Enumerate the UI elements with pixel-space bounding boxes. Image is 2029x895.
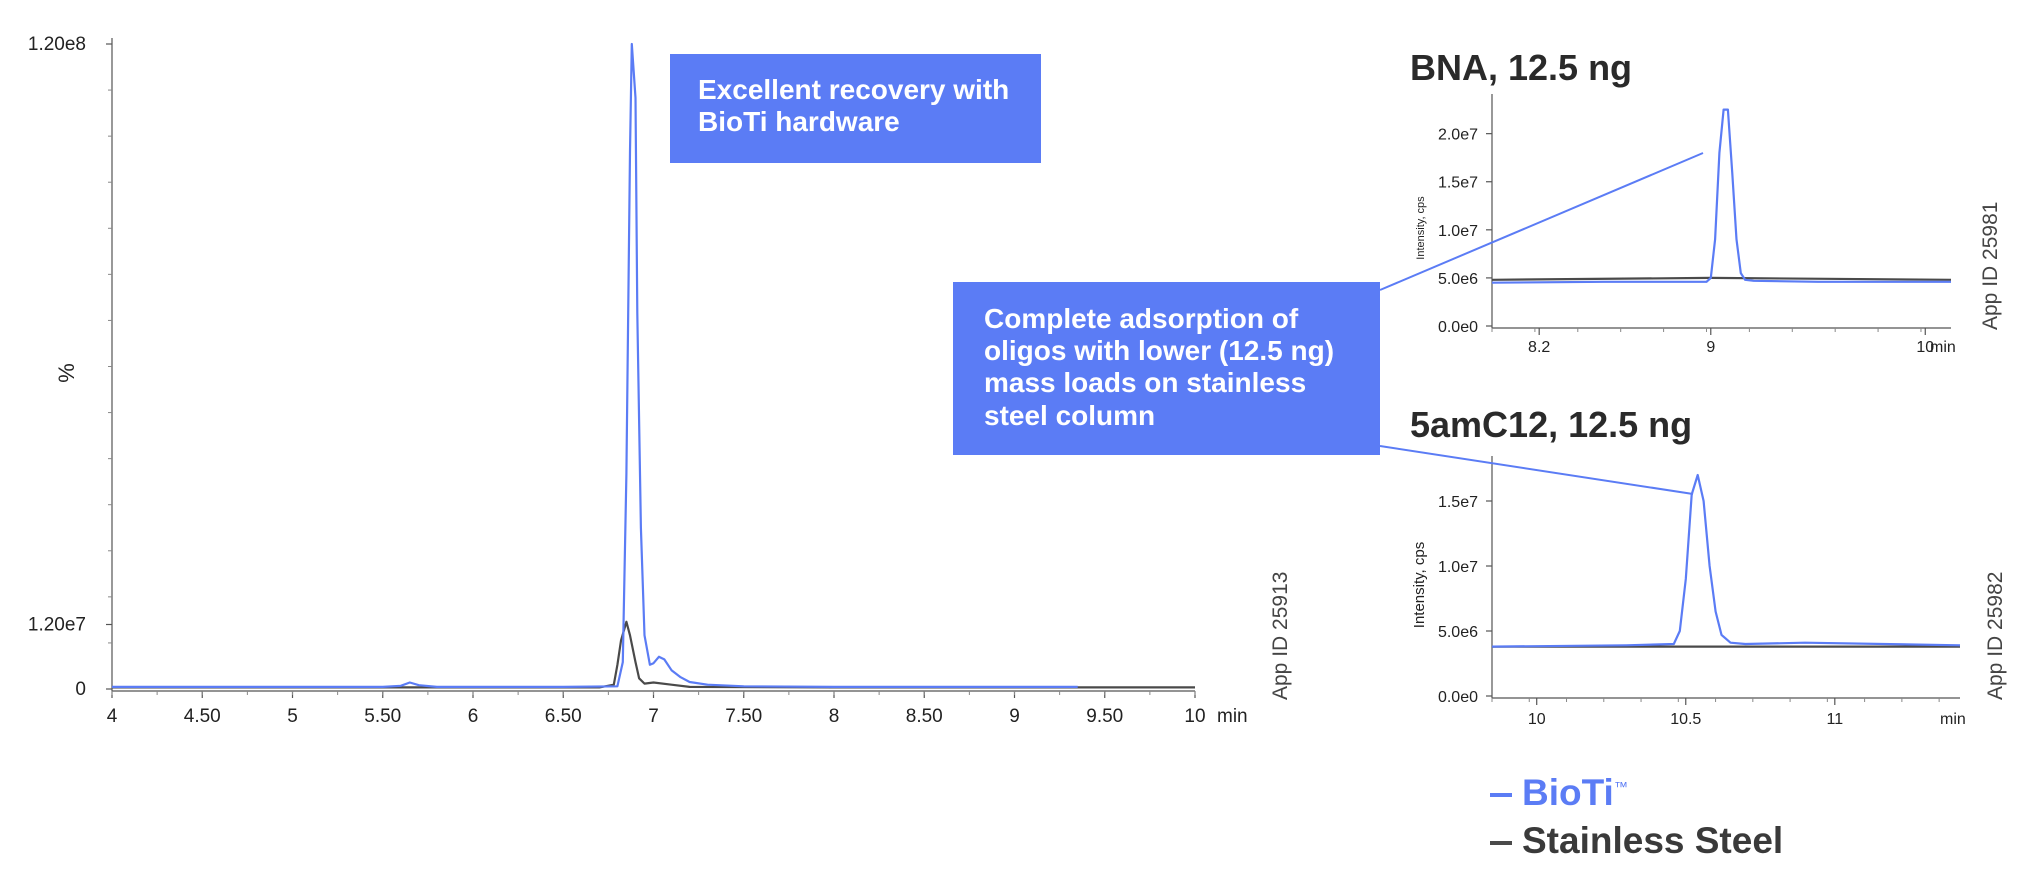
series-line-bioti: [1491, 108, 1951, 284]
callout-line: Complete adsorption of: [984, 303, 1299, 334]
x-axis-label: min: [1217, 706, 1248, 727]
x-tick-label: 5: [287, 706, 298, 727]
amc-chromatogram: 5amC12, 12.5 ng 0.0e0 5.0e6 1.0e7 1.5e7 10 10.…: [1410, 404, 2007, 728]
callout-line: steel column: [984, 399, 1156, 431]
legend-trademark: ™: [1613, 778, 1628, 795]
x-tick-label: 7.50: [725, 706, 762, 727]
legend-swatch-stainless-steel: [1490, 841, 1512, 846]
legend-label-bioti: BioTi: [1522, 772, 1614, 813]
x-tick-label: 9.50: [1086, 706, 1123, 727]
x-tick-label: 4: [107, 706, 118, 727]
y-tick-label: 1.20e8: [28, 34, 86, 55]
x-tick-label: 5.50: [364, 706, 401, 727]
y-tick-label: 1.0e7: [1438, 559, 1478, 576]
x-tick-label: 10: [1528, 711, 1546, 728]
callout-excellent-recovery: Excellent recovery with BioTi hardware: [670, 54, 1041, 163]
series-line-stainless-steel: [112, 620, 1195, 689]
x-tick-label: 10: [1916, 339, 1934, 356]
legend-swatch-bioti: [1490, 793, 1512, 798]
legend-label-stainless-steel: Stainless Steel: [1522, 820, 1784, 861]
y-tick-label: 0.0e0: [1438, 319, 1478, 336]
x-tick-label: 8: [829, 706, 840, 727]
app-id-label: App ID 25981: [1979, 202, 2002, 330]
callout-complete-adsorption: Complete adsorption of oligos with lower…: [953, 282, 1380, 455]
x-axis-label: min: [1940, 711, 1966, 728]
callout-line: BioTi hardware: [698, 106, 900, 138]
callout-line: Excellent recovery with: [698, 74, 1010, 105]
y-axis-label: Intensity, cps: [1415, 196, 1427, 260]
chart-title: BNA, 12.5 ng: [1410, 47, 1632, 88]
series-line-stainless-steel: [1491, 276, 1952, 281]
y-axis-label: Intensity, cps: [1411, 542, 1428, 628]
app-id-label: App ID 25913: [1269, 572, 1292, 700]
x-tick-label: 11: [1826, 711, 1843, 728]
x-tick-label: 9: [1009, 706, 1020, 727]
y-tick-label: 1.5e7: [1438, 494, 1478, 511]
callout-leader-lines: [1379, 152, 1704, 495]
x-axis-label: min: [1930, 339, 1956, 356]
callout-line: mass loads on stainless: [984, 367, 1307, 399]
app-id-label: App ID 25982: [1984, 572, 2007, 700]
y-tick-label: 0: [75, 679, 86, 700]
callout-line: oligos with lower (12.5 ng): [984, 335, 1335, 367]
y-tick-label: 1.5e7: [1438, 175, 1478, 192]
bna-chromatogram: BNA, 12.5 ng 0.0e0 5.0e6 1.0e7 1.5e7 2.0e7 8.2…: [1410, 47, 2002, 356]
x-tick-label: 9: [1706, 339, 1715, 356]
y-tick-label: 1.0e7: [1438, 223, 1478, 240]
chart-title: 5amC12, 12.5 ng: [1410, 404, 1692, 445]
legend: BioTi™ Stainless Steel: [1490, 772, 1783, 868]
legend-item-bioti: BioTi™: [1490, 772, 1783, 820]
x-tick-label: 7: [648, 706, 659, 727]
x-tick-label: 10.5: [1670, 711, 1701, 728]
x-tick-label: 8.50: [906, 706, 943, 727]
y-tick-label: 2.0e7: [1438, 127, 1478, 144]
x-tick-label: 4.50: [184, 706, 221, 727]
y-tick-label: 0.0e0: [1438, 689, 1478, 706]
leader-line-amc: [1379, 445, 1694, 495]
y-axis-label: %: [54, 363, 79, 383]
x-tick-label: 6.50: [545, 706, 582, 727]
x-tick-label: 6: [468, 706, 479, 727]
leader-line-bna: [1379, 152, 1704, 291]
x-tick-label: 8.2: [1528, 339, 1550, 356]
series-line-bioti: [112, 42, 1078, 689]
y-tick-label: 1.20e7: [28, 615, 86, 636]
y-tick-label: 5.0e6: [1438, 624, 1478, 641]
series-line-bioti: [1491, 473, 1961, 648]
legend-item-stainless-steel: Stainless Steel: [1490, 820, 1783, 868]
x-tick-label: 10: [1184, 706, 1205, 727]
main-chromatogram: 0 1.20e7 1.20e8 4 4.50 5 5.50 6 6.50 7 7.50 8 8.50 9 9…: [28, 34, 1292, 727]
y-tick-label: 5.0e6: [1438, 271, 1478, 288]
